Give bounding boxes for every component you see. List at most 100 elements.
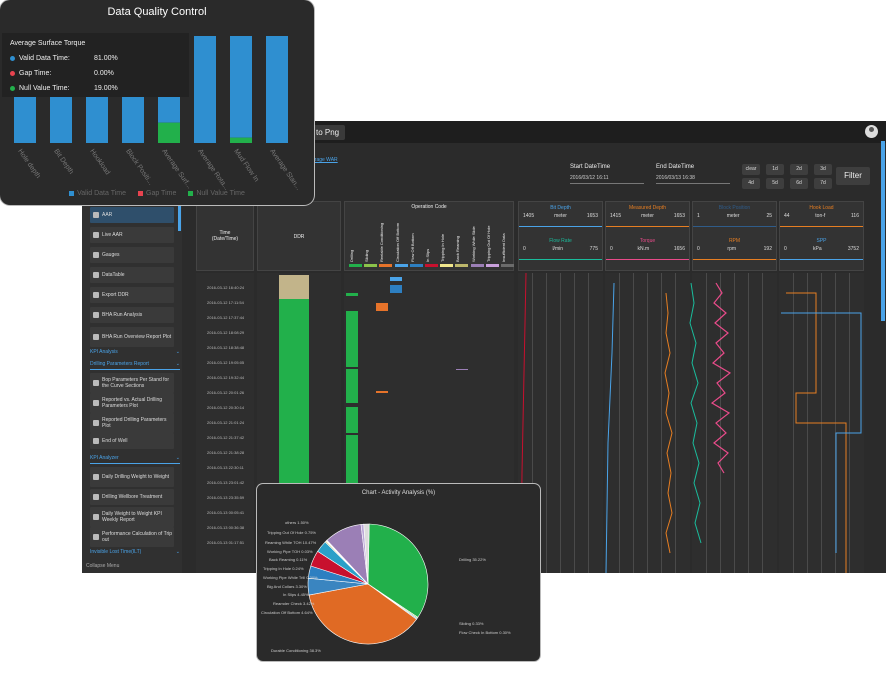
sidebar-item-label: Daily Weight to Weight KPI Weekly Report [102,511,162,523]
sidebar-item-analyzer-0[interactable]: Daily Drilling Weight to Weight [90,467,174,487]
ddr-header: DDR [257,201,341,271]
op-code-color [379,264,393,267]
pie-label: Reamder Check 3.42% [273,601,315,606]
grid-line [661,273,662,573]
time-row: 2016-03-12 21:38:28 [207,450,245,455]
sidebar-item-datatable[interactable]: DataTable [90,267,174,283]
sidebar-item-bha-run-analysis[interactable]: BHA Run Analysis [90,307,174,323]
track-measured-depth: Measured Depth 1415 meter 1653 [606,202,689,227]
sidebar-item-analyzer-2[interactable]: Daily Weight to Weight KPI Weekly Report [90,507,174,527]
activity-title: Chart - Activity Analysis (%) [361,490,436,496]
time-row: 2016-03-12 19:32:44 [207,375,245,380]
track-max: 1656 [673,246,685,252]
sidebar-item-label: Reported vs. Actual Drilling Parameters … [102,397,163,409]
grid-line [574,273,575,573]
track-min: 1 [697,213,700,219]
range-button-3d[interactable]: 3d [814,164,832,175]
bar-null-4[interactable] [158,122,180,143]
sidebar-item-label: Gauges [102,252,120,258]
collapse-menu-button[interactable]: Collapse Menu [86,563,120,569]
main-scrollbar[interactable] [881,141,885,321]
pie-label: Working Pipe While Trill 0.30% [263,575,318,580]
sidebar-item-drilling-0[interactable]: Bop Parameters Per Stand for the Curve S… [90,373,174,393]
end-datetime-input[interactable]: 2016/03/13 16:38 [656,172,730,184]
grid-line [619,273,620,573]
track-max: 3752 [847,246,859,252]
pie-label: Tripping In Hole 0.24% [263,566,304,571]
legend-item[interactable]: Valid Data Time [69,190,126,197]
range-button-clear[interactable]: clear [742,164,760,175]
sidebar-item-bha-run-overview-report-plot[interactable]: BHA Run Overview Report Plot [90,327,174,347]
track-max: 775 [589,246,598,252]
track-unit: meter [726,213,740,219]
range-button-5d[interactable]: 5d [766,178,784,189]
grid-line [762,273,763,573]
track-bit-depth: Bit Depth 1405 meter 1653 [519,202,602,227]
bar-valid-7[interactable] [266,36,288,143]
sidebar-scrollbar[interactable] [178,201,181,231]
sidebar-item-label: BHA Run Analysis [102,312,143,318]
invisible-lost-time-section[interactable]: Invisible Lost Time(ILT) ⌄ [90,549,180,555]
sidebar-item-drilling-3[interactable]: End of Well [90,433,174,449]
track-max: 192 [763,246,772,252]
op-code-label: Tripping Out Of Hole [485,225,491,262]
range-button-2d[interactable]: 2d [790,164,808,175]
start-datetime-input[interactable]: 2016/03/12 16:11 [570,172,644,184]
sidebar-item-label: End of Well [102,438,128,444]
bar-valid-5[interactable] [194,36,216,143]
main-window: to Png erage WAR Start DateTime 2016/03/… [82,121,886,573]
bar-null-6[interactable] [230,137,252,143]
pie-slice-0[interactable] [367,523,429,618]
tooltip-value: 0.00% [94,70,114,77]
legend-dot-icon [10,86,15,91]
time-row: 2016-03-13 01:17:51 [207,540,245,545]
operation-code-graph [346,277,468,483]
grid-line [560,273,561,573]
sidebar-item-analyzer-3[interactable]: Performance Calculation of Trip out [90,527,174,547]
chevron-down-icon: ⌄ [175,549,180,555]
sidebar-item-drilling-2[interactable]: Reported Drilling Parameters Plot [90,413,174,433]
op-code-label: Back Reaming [455,235,461,262]
range-button-1d[interactable]: 1d [766,164,784,175]
kpi-analysis-section[interactable]: KPI Analysis ⌄ [90,349,180,355]
pie-label: Reaming While TOH 10.47% [265,540,317,545]
export-png-button[interactable]: to Png [310,125,346,140]
sidebar-item-label: Performance Calculation of Trip out [102,531,173,543]
pie-slice-14[interactable] [363,523,370,585]
tooltip-title: Average Surface Torque [10,40,86,47]
track-title: Torque [639,238,656,244]
range-button-7d[interactable]: 7d [814,178,832,189]
bar-valid-6[interactable] [230,36,252,138]
track-block-position: Block Position 1 meter 25 [693,202,776,227]
sidebar-item-live-aar[interactable]: Live AAR [90,227,174,243]
legend-item[interactable]: Gap Time [138,190,176,197]
sidebar-item-gauges[interactable]: Gauges [90,247,174,263]
op-code-label: In Slips [425,248,430,262]
legend-item[interactable]: Null Value Time [188,190,245,197]
drilling-parameters-section[interactable]: Drilling Parameters Report ⌄ [90,361,180,370]
sidebar-item-analyzer-1[interactable]: Drilling Wellbore Treatment [90,489,174,505]
average-war-link[interactable]: erage WAR [312,157,338,163]
time-column [196,273,254,573]
track-title: SPP [816,238,827,244]
track-min: 0 [523,246,526,252]
track-unit: ton-f [815,213,826,219]
time-row: 2016-03-13 22:30:11 [207,465,244,470]
sidebar-item-aar[interactable]: AAR [90,207,174,223]
sidebar-item-label: Daily Drilling Weight to Weight [102,474,170,480]
tooltip-row: Gap Time: 0.00% [10,70,180,77]
user-avatar-icon[interactable] [865,125,878,138]
time-row: 2016-03-12 17:37:44 [207,315,245,320]
range-button-4d[interactable]: 4d [742,178,760,189]
sidebar-item-drilling-1[interactable]: Reported vs. Actual Drilling Parameters … [90,393,174,413]
kpi-analyzer-section[interactable]: KPI Analyzer ⌄ [90,455,180,464]
sidebar-item-export-ddr[interactable]: Export DDR [90,287,174,303]
track-title: Bit Depth [550,205,571,211]
tooltip-label: Null Value Time: [19,85,70,92]
sidebar-item-label: Reported Drilling Parameters Plot [102,417,167,429]
track-title: Measured Depth [629,205,666,211]
tooltip-value: 19.00% [94,85,118,92]
range-button-6d[interactable]: 6d [790,178,808,189]
filter-button[interactable]: Filter [836,167,870,185]
pie-slice-3[interactable] [308,583,417,645]
